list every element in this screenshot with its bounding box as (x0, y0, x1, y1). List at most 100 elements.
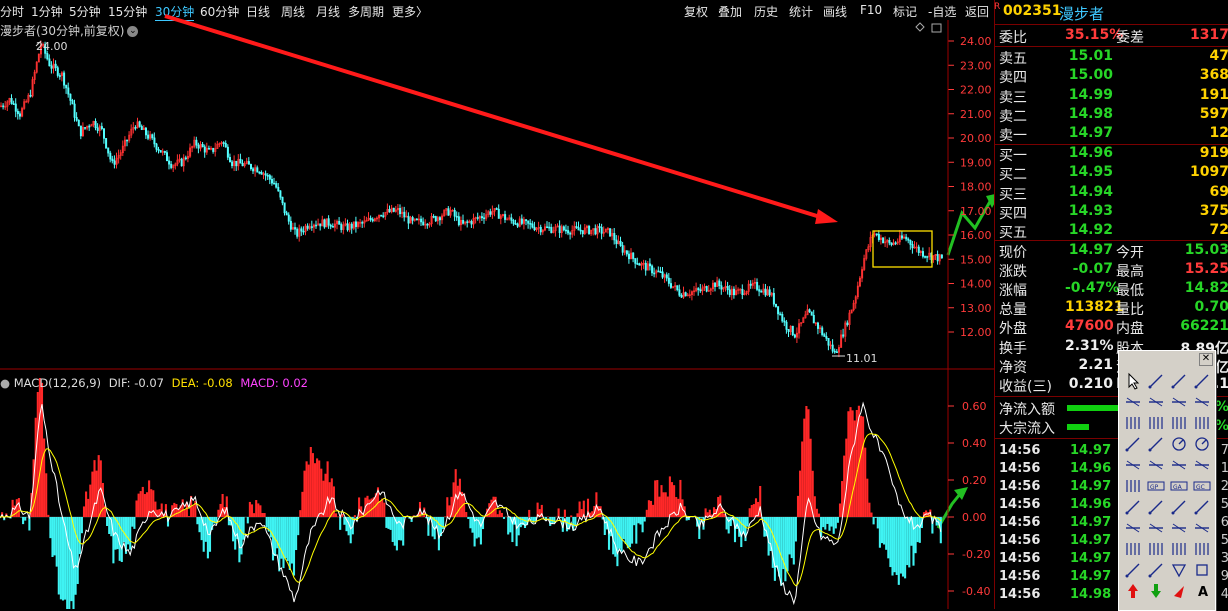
period-2[interactable]: 5分钟 (69, 5, 101, 19)
toolbar-1[interactable]: 叠加 (718, 5, 743, 19)
candle-body (298, 228, 301, 237)
wave-w-icon[interactable] (1123, 455, 1143, 475)
up-arrow-icon[interactable] (1123, 581, 1143, 601)
candle-body (877, 233, 880, 240)
candle-body (338, 221, 341, 225)
sell-row-3-price: 14.99 (1068, 86, 1113, 103)
stock-code[interactable]: 002351 (1003, 3, 1062, 19)
arc-icon[interactable] (1146, 434, 1166, 454)
candle-body (218, 143, 221, 145)
candle-body (8, 98, 11, 103)
check-icon[interactable] (1146, 560, 1166, 580)
line-icon[interactable] (1146, 371, 1166, 391)
price-label-icon[interactable] (1146, 413, 1166, 433)
bracket-icon[interactable] (1123, 518, 1143, 538)
weibi-row-value2: 1317 (1190, 27, 1228, 43)
period-5[interactable]: 60分钟 (200, 5, 240, 19)
period-1[interactable]: 1分钟 (31, 5, 63, 19)
candle-body (239, 158, 242, 164)
dense-lines-icon[interactable] (1146, 539, 1166, 559)
toolbar-3[interactable]: 统计 (789, 5, 814, 19)
level-icon[interactable] (1192, 497, 1212, 517)
period-9[interactable]: 多周期 (348, 5, 385, 19)
candle-body (46, 53, 49, 60)
candle-body (180, 158, 183, 167)
down-arrow-icon[interactable] (1146, 581, 1166, 601)
chevron-down-icon[interactable]: ⌄ (127, 26, 139, 37)
toolbox-close-button[interactable]: ✕ (1199, 353, 1213, 366)
cursor-icon[interactable] (1123, 371, 1143, 391)
period-3[interactable]: 15分钟 (108, 5, 148, 19)
dense-lines-2-icon[interactable] (1169, 539, 1189, 559)
toolbar-0[interactable]: 复权 (684, 5, 709, 19)
sell-row-1: 卖一 14.97 12 (995, 125, 1228, 144)
candle-body (277, 186, 280, 192)
cross-circle-icon[interactable] (1192, 434, 1212, 454)
wave-m-icon[interactable] (1146, 455, 1166, 475)
toolbar-2[interactable]: 历史 (754, 5, 779, 19)
kline-chart[interactable]: 24.00 11.01 24.00 23.00 22.00 21.00 20.00 19.… (0, 0, 994, 609)
candle-body (50, 65, 53, 69)
macd-settings-icon[interactable]: ● (0, 376, 11, 390)
candle-body (18, 113, 21, 117)
period-7[interactable]: 周线 (281, 5, 306, 19)
buy-row-1: 买一 14.96 919 (995, 145, 1228, 164)
steps-icon[interactable] (1169, 518, 1189, 538)
segment-icon[interactable] (1146, 392, 1166, 412)
extend-line-icon[interactable] (1169, 392, 1189, 412)
candle-body (60, 72, 63, 76)
rectangle-icon[interactable] (1192, 560, 1212, 580)
vertical-line-icon[interactable] (1123, 413, 1143, 433)
text-icon[interactable]: A (1192, 581, 1212, 601)
circle-icon[interactable] (1169, 434, 1189, 454)
candle-body (915, 246, 918, 249)
channel-icon[interactable] (1123, 392, 1143, 412)
multi-parallel-icon[interactable] (1192, 413, 1212, 433)
mountain-icon[interactable] (1123, 476, 1143, 496)
wave-n-icon[interactable] (1169, 455, 1189, 475)
period-0[interactable]: 分时 (0, 5, 25, 19)
period-8[interactable]: 月线 (316, 5, 341, 19)
time-lines-icon[interactable] (1123, 539, 1143, 559)
candle-body (252, 168, 255, 172)
macd-tick: -0.20 (962, 548, 990, 561)
vol-icon[interactable] (1192, 518, 1212, 538)
candle-body (300, 228, 303, 232)
toolbar-7[interactable]: -自选 (928, 5, 957, 19)
fib-icon[interactable] (1123, 497, 1143, 517)
toolbox-titlebar[interactable] (1119, 351, 1215, 367)
candle-body (655, 270, 658, 274)
candle-body (554, 226, 557, 232)
gp-icon[interactable]: GP (1146, 476, 1166, 496)
candle-body (75, 117, 78, 121)
stock-name[interactable]: 漫步者 (1059, 5, 1105, 23)
period-icon[interactable] (1146, 497, 1166, 517)
toolbar-5[interactable]: F10 (860, 3, 883, 17)
candle-body (86, 125, 89, 129)
candle-body (735, 290, 738, 296)
zigzag-icon[interactable] (1192, 455, 1212, 475)
mark-icon[interactable] (1169, 581, 1189, 601)
toolbar-4[interactable]: 画线 (823, 5, 848, 19)
grid-icon[interactable] (1146, 518, 1166, 538)
trend-icon[interactable] (1123, 434, 1143, 454)
slope-icon[interactable] (1192, 539, 1212, 559)
ray-icon[interactable] (1169, 371, 1189, 391)
arrow-line-icon[interactable] (1192, 371, 1212, 391)
endpoint-line-icon[interactable] (1192, 392, 1212, 412)
candle-body (6, 101, 9, 107)
candle-body (268, 175, 271, 180)
period-10[interactable]: 更多〉 (392, 5, 429, 19)
gc-icon[interactable]: GC (1192, 476, 1212, 496)
parallel-icon[interactable] (1169, 413, 1189, 433)
fan-icon[interactable] (1123, 560, 1143, 580)
bars-icon[interactable] (1169, 497, 1189, 517)
candle-body (195, 139, 198, 146)
period-6[interactable]: 日线 (246, 5, 271, 19)
ga-icon[interactable]: GA (1169, 476, 1189, 496)
candle-body (65, 84, 68, 89)
toolbar-8[interactable]: 返回 (965, 5, 990, 19)
toolbar-6[interactable]: 标记 (893, 5, 918, 19)
triangle-icon[interactable] (1169, 560, 1189, 580)
candle-body (361, 222, 364, 224)
